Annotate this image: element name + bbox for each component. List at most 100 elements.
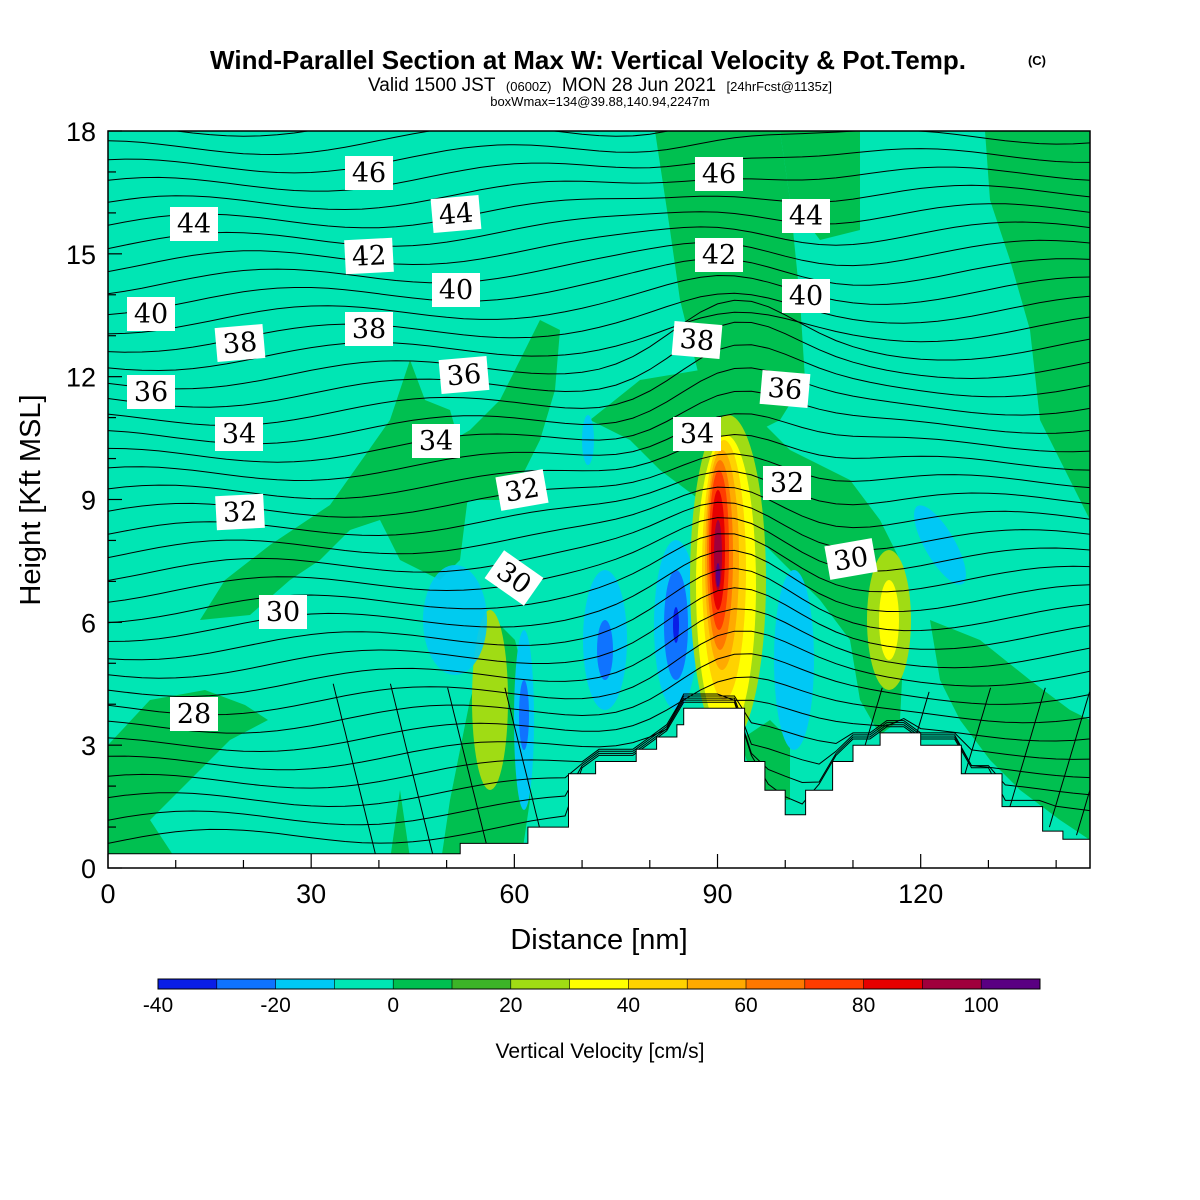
theta-contour-label: 34 bbox=[412, 424, 460, 458]
w-cell-down-1 bbox=[423, 565, 487, 675]
contour-label-box bbox=[695, 238, 743, 272]
w-region-right-top bbox=[655, 131, 805, 430]
contour-label-text: 32 bbox=[770, 468, 804, 499]
theta-contour-line bbox=[108, 274, 1090, 335]
contour-label-box bbox=[170, 207, 218, 241]
contour-label-box bbox=[432, 273, 480, 307]
contour-label-box bbox=[763, 466, 811, 500]
y-axis-label: Height [Kft MSL] bbox=[15, 394, 47, 605]
w-main-updraft-100 bbox=[716, 563, 720, 587]
theta-contour-line bbox=[108, 239, 1090, 295]
theta-contour-line bbox=[108, 413, 1090, 482]
colorbar-swatch bbox=[981, 979, 1041, 989]
contour-label-text: 32 bbox=[222, 496, 258, 529]
theta-contour-label: 34 bbox=[215, 417, 263, 451]
contour-label-text: 34 bbox=[680, 419, 714, 450]
contour-label-text: 46 bbox=[352, 158, 386, 189]
contour-label-text: 44 bbox=[789, 201, 823, 232]
x-tick-label: 90 bbox=[702, 879, 732, 909]
contour-label-box bbox=[782, 199, 830, 233]
contour-label-box bbox=[695, 157, 743, 191]
terrain bbox=[108, 707, 1090, 868]
contour-label-box bbox=[412, 424, 460, 458]
y-tick-label: 9 bbox=[81, 486, 96, 516]
contour-label-box bbox=[344, 237, 394, 275]
w-cell-down-3-core bbox=[597, 620, 613, 680]
theta-contour-line bbox=[108, 470, 1090, 537]
theta-contour-line bbox=[504, 687, 542, 836]
theta-contour-label: 42 bbox=[695, 238, 743, 272]
w-region-right-low bbox=[930, 620, 1090, 840]
theta-contour-line bbox=[960, 687, 992, 787]
colorbar-tick-label: 80 bbox=[852, 994, 875, 1017]
theta-contour-label: 44 bbox=[170, 207, 218, 241]
contour-label-text: 40 bbox=[134, 299, 168, 330]
theta-contour-line bbox=[108, 321, 1090, 408]
contour-label-box bbox=[824, 538, 878, 580]
theta-contour-line bbox=[108, 257, 1090, 316]
theta-contour-line bbox=[447, 687, 488, 848]
colorbar-tick-label: 0 bbox=[387, 994, 399, 1017]
contour-label-box bbox=[484, 550, 544, 606]
w-cell-right-updraft-inner bbox=[879, 580, 899, 660]
contour-label-text: 28 bbox=[177, 699, 211, 730]
theta-contour-label: 36 bbox=[438, 355, 490, 395]
theta-contour-label: 38 bbox=[214, 323, 266, 363]
theta-contour-label: 32 bbox=[215, 493, 265, 531]
colorbar-tick-label: 20 bbox=[499, 994, 522, 1017]
theta-contour-label: 38 bbox=[345, 312, 393, 346]
contour-label-box bbox=[345, 156, 393, 190]
contour-label-text: 38 bbox=[352, 314, 386, 345]
theta-contour-line bbox=[108, 292, 1090, 353]
w-cell-down-5 bbox=[774, 570, 814, 750]
contour-label-text: 44 bbox=[438, 198, 475, 232]
y-tick-label: 15 bbox=[66, 240, 96, 270]
theta-contour-label: 44 bbox=[430, 194, 482, 234]
contour-label-text: 30 bbox=[266, 597, 300, 628]
chart-subtitle-2: boxWmax=134@39.88,140.94,2247m bbox=[490, 94, 710, 109]
theta-contour-line bbox=[108, 221, 1090, 273]
theta-contour-label: 40 bbox=[782, 279, 830, 313]
contour-label-text: 36 bbox=[446, 359, 483, 393]
y-tick-label: 12 bbox=[66, 363, 96, 393]
w-region-updraft-base bbox=[590, 370, 905, 735]
x-axis: 0 30 60 90 120 bbox=[100, 854, 1057, 909]
contour-label-text: 34 bbox=[222, 419, 256, 450]
contour-label-text: 46 bbox=[702, 159, 736, 190]
theta-contour-line bbox=[108, 587, 1090, 679]
theta-contour-line bbox=[108, 131, 670, 156]
contour-label-text: 38 bbox=[678, 324, 715, 358]
x-tick-label: 120 bbox=[898, 879, 943, 909]
w-cell-valley-updraft bbox=[472, 610, 508, 790]
contour-label-box bbox=[170, 697, 218, 731]
subtitle-utc: (0600Z) bbox=[506, 79, 552, 94]
y-tick-label: 0 bbox=[81, 854, 96, 884]
y-tick-label: 3 bbox=[81, 731, 96, 761]
w-main-updraft-90 bbox=[714, 520, 722, 590]
contour-label-text: 32 bbox=[502, 472, 541, 508]
theta-contour-label: 32 bbox=[763, 466, 811, 500]
theta-contour-label: 36 bbox=[759, 369, 811, 409]
w-region-far-right bbox=[985, 131, 1090, 520]
theta-contour-line bbox=[108, 390, 1090, 463]
theta-contour-line bbox=[108, 697, 1090, 808]
colorbar-swatch bbox=[628, 979, 688, 989]
colorbar-swatch bbox=[216, 979, 277, 989]
contour-label-text: 40 bbox=[789, 281, 823, 312]
subtitle-date: MON 28 Jun 2021 bbox=[562, 75, 716, 96]
theta-contour-line bbox=[108, 184, 1090, 229]
plot-area bbox=[108, 131, 1090, 868]
colorbar-swatch bbox=[687, 979, 747, 989]
colorbar: -40 -20 0 20 40 60 80 100 bbox=[143, 978, 1041, 1017]
colorbar-tick-label: -20 bbox=[260, 994, 290, 1017]
theta-contour-line bbox=[1048, 691, 1090, 828]
theta-contour-label: 36 bbox=[127, 375, 175, 409]
theta-contour-line bbox=[1008, 687, 1046, 811]
theta-contour-line bbox=[108, 166, 1090, 211]
theta-contour-line bbox=[108, 453, 1090, 518]
colorbar-swatch bbox=[452, 979, 512, 989]
colorbar-tick-label: 100 bbox=[964, 994, 999, 1017]
colorbar-swatch bbox=[275, 979, 335, 989]
colorbar-tick-label: 60 bbox=[734, 994, 757, 1017]
